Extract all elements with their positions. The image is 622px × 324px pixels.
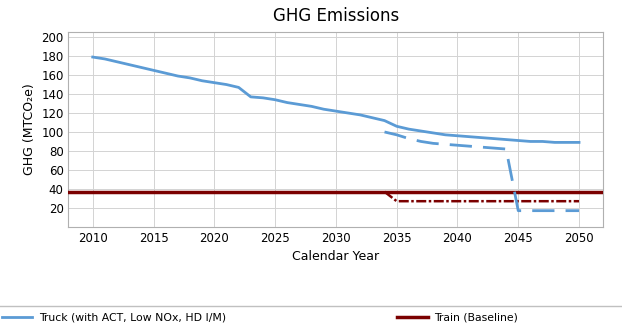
X-axis label: Calendar Year: Calendar Year <box>292 250 379 263</box>
Title: GHG Emissions: GHG Emissions <box>273 7 399 25</box>
Y-axis label: GHG (MTCO₂e): GHG (MTCO₂e) <box>22 84 35 176</box>
Legend: Truck (with ACT, Low NOx, HD I/M), Truck (with ACF: 100% ZE Drayage by 2035; 100: Truck (with ACT, Low NOx, HD I/M), Truck… <box>0 306 622 324</box>
